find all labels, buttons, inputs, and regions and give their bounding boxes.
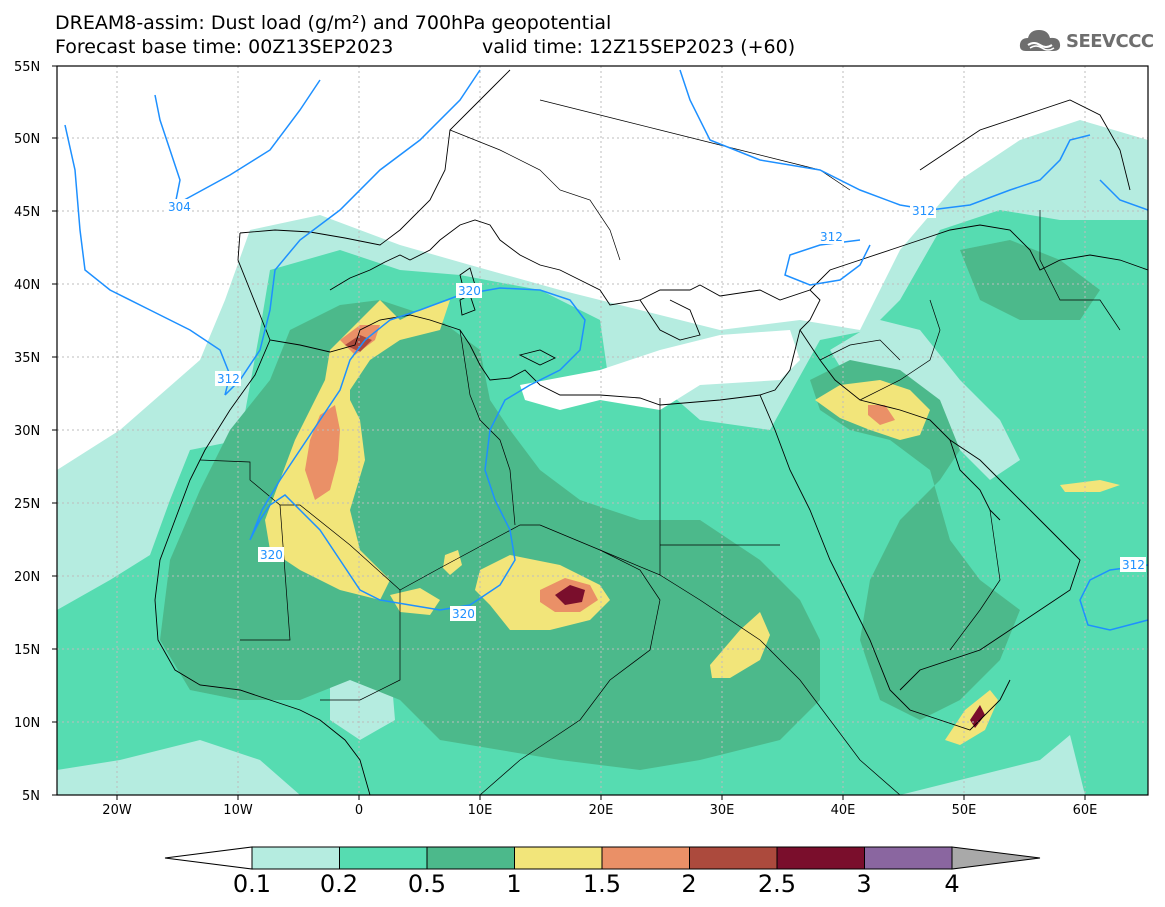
colorbar-label: 0.1 [233, 870, 271, 898]
contour-label: 312 [820, 230, 843, 244]
lon-label: 10W [223, 803, 253, 818]
map-title: DREAM8-assim: Dust load (g/m²) and 700hP… [55, 12, 612, 34]
contour-label: 320 [260, 548, 283, 562]
country-borders [199, 99, 1121, 795]
dust-yellow-somalia [945, 690, 998, 745]
colorbar-swatch [864, 846, 953, 870]
dust-yellow-sudan [710, 612, 770, 678]
contour-label: 312 [912, 204, 935, 218]
lon-label: 40E [831, 803, 856, 818]
colorbar-min-arrow [164, 846, 253, 870]
dust-yellow-small [443, 550, 462, 575]
lon-label: 0 [355, 803, 363, 818]
lon-label: 50E [952, 803, 977, 818]
forecast-base-time: Forecast base time: 00Z13SEP2023 [55, 36, 394, 58]
colorbar-label: 0.5 [408, 870, 446, 898]
colorbar-label: 1 [506, 870, 521, 898]
mediterranean-clear [520, 330, 800, 410]
dust-yellow-gulf [1060, 480, 1120, 492]
logo-text: SEEVCCC [1066, 30, 1154, 52]
lat-label: 20N [14, 570, 40, 585]
colorbar-label: 3 [856, 870, 871, 898]
lon-label: 30E [710, 803, 735, 818]
graticule [57, 66, 1148, 795]
lon-label: 60E [1073, 803, 1098, 818]
lat-label: 35N [14, 351, 40, 366]
contour-label: 312 [217, 372, 240, 386]
lat-label: 55N [14, 60, 40, 75]
lat-label: 50N [14, 132, 40, 147]
lat-label: 45N [14, 205, 40, 220]
dust-orange-sahara [305, 405, 340, 500]
lat-label: 30N [14, 424, 40, 439]
colorbar-swatch [601, 846, 690, 870]
cloud-icon [1019, 30, 1061, 51]
colorbar: 0.1 0.2 0.5 1 1.5 2 2.5 3 4 [164, 846, 1041, 898]
dust-yellow-westsahara [265, 300, 450, 600]
seevccc-logo: SEEVCCC [1018, 25, 1154, 57]
colorbar-swatch [689, 846, 778, 870]
contour-label: 304 [168, 200, 191, 214]
colorbar-label: 1.5 [583, 870, 621, 898]
contour-label: 320 [458, 284, 481, 298]
contour-label: 312 [1122, 558, 1145, 572]
lat-label: 40N [14, 278, 40, 293]
lat-label: 25N [14, 497, 40, 512]
lat-label: 5N [22, 789, 40, 804]
lon-label: 20E [589, 803, 614, 818]
lon-label: 20W [102, 803, 132, 818]
dust-band-dark-arabia [810, 360, 1020, 720]
colorbar-label: 2 [681, 870, 696, 898]
colorbar-label: 0.2 [320, 870, 358, 898]
colorbar-swatch [776, 846, 865, 870]
latitude-labels: 55N 50N 45N 40N 35N 30N 25N 20N 15N 10N … [14, 60, 40, 804]
axis-ticks [52, 65, 1086, 800]
lat-label: 15N [14, 643, 40, 658]
colorbar-swatch [339, 846, 428, 870]
colorbar-swatch [514, 846, 603, 870]
contour-label: 320 [452, 607, 475, 621]
coastlines [154, 69, 1148, 795]
colorbar-label: 4 [944, 870, 959, 898]
dust-orange-iraq [868, 405, 895, 425]
valid-time: valid time: 12Z15SEP2023 (+60) [482, 36, 796, 58]
colorbar-max-arrow [951, 846, 1041, 870]
colorbar-swatch [251, 846, 340, 870]
lon-label: 10E [468, 803, 493, 818]
contour-labels: 304 312 312 312 312 320 320 320 [166, 199, 1146, 621]
dust-darkred-chad [555, 585, 585, 605]
colorbar-swatch [426, 846, 515, 870]
longitude-labels: 20W 10W 0 10E 20E 30E 40E 50E 60E [102, 803, 1097, 818]
colorbar-label: 2.5 [758, 870, 796, 898]
lat-label: 10N [14, 716, 40, 731]
